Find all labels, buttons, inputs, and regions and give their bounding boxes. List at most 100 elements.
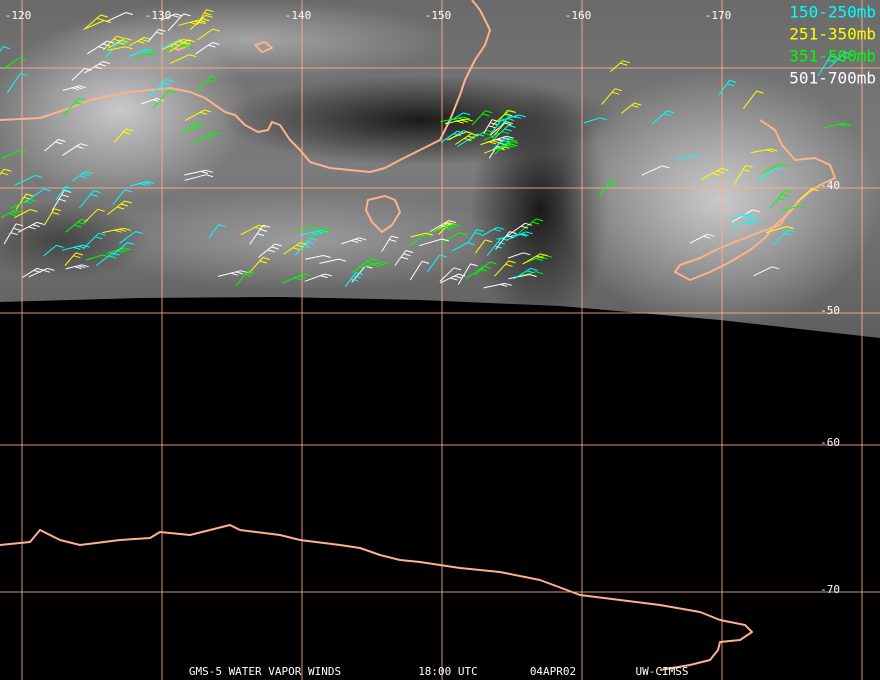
wind-barb [192,131,221,145]
wind-barb [760,163,788,174]
wind-barb [439,267,462,282]
wind-barb [28,267,55,278]
wind-barb [772,229,796,246]
wind-barb [62,143,88,156]
wind-barb [152,90,176,109]
wind-barb [119,231,143,244]
wind-barb [769,189,792,210]
wind-barb [282,273,312,284]
wind-barb [765,226,794,234]
wind-barb [102,227,131,234]
wind-barb [184,169,214,176]
wind-barb [522,253,548,265]
wind-barb [494,260,516,277]
wind-barb [419,238,450,247]
labels: -120 -130 -140 -150 -160 -170 -40 -50 -60 -70 150-… [5,3,876,679]
wind-barb [196,9,214,25]
latitude-label: -50 [820,304,840,317]
wind-barb [249,224,271,245]
longitude-label: -160 [565,9,592,22]
wind-barb [718,79,737,96]
wind-barb [83,208,105,224]
wind-barb [440,273,466,284]
wind-barb [352,258,378,274]
wind-barb [112,189,132,206]
wind-barb [483,119,500,134]
wind-barb [583,117,607,124]
wind-barb [751,148,778,154]
wind-barb [700,167,729,181]
wind-barb [2,57,27,70]
wind-barb [486,237,509,257]
wind-barb [1,149,27,159]
wind-barb [43,244,64,257]
wind-barb [258,243,283,258]
wind-barb [236,270,255,286]
wind-barb [208,224,226,239]
wind-barb [0,46,10,53]
wind-barb [641,165,670,176]
wind-barb [129,181,155,187]
tasmania-coast [365,195,401,233]
wind-barb [295,226,320,232]
wind-barb [147,28,166,43]
wind-barb [14,209,38,219]
wind-barb [433,223,461,232]
wind-barb [184,109,212,122]
wind-barb [194,42,220,55]
wind-barb [506,222,533,237]
wind-barb [62,85,87,91]
wind-barb [457,133,485,147]
wind-barb [440,116,471,123]
wind-barb [217,270,248,277]
wind-barb [742,90,764,110]
wind-barb [95,252,120,266]
longitude-label: -150 [425,9,452,22]
longitude-label: -120 [5,9,32,22]
wind-barb [65,264,89,270]
wind-barb [168,39,196,53]
wind-barb [429,220,457,232]
new-zealand-coast [674,119,836,281]
wind-barb [105,12,134,23]
wind-barb [179,122,204,135]
wind-barb [359,261,389,269]
wind-barb [492,110,517,126]
wind-barb [601,88,623,105]
wind-barb [23,188,51,204]
wind-barb [733,164,753,186]
wind-barb [61,244,90,251]
wind-barb [106,200,132,215]
wind-barb [83,14,108,31]
wind-barb [518,218,544,234]
wind-barb [689,233,715,244]
wind-barb [732,218,762,227]
wind-barb [652,110,675,125]
wind-barb [17,221,44,233]
longitude-label: -170 [705,9,732,22]
footer-text: 18:00 UTC [418,665,478,678]
wind-barb [444,118,473,125]
wind-barb [107,46,133,51]
wind-barb [426,254,447,273]
wind-barb [304,273,333,282]
wind-barb [22,267,45,278]
wind-barb [753,266,780,277]
wind-barb [71,68,92,81]
wind-barb [14,174,43,186]
wind-barb [457,263,478,285]
wind-barb [828,51,853,69]
longitude-label: -140 [285,9,312,22]
wind-barb [409,260,430,281]
wind-barb [51,189,72,211]
antarctica-coast [0,524,753,671]
wind-barb [621,102,642,114]
wind-barb [0,209,23,219]
footer-text: 04APR02 [530,665,576,678]
wind-barb [106,247,132,254]
footer-text: GMS-5 WATER VAPOR WINDS [189,665,341,678]
wind-barb [84,61,110,74]
wind-barb [112,242,135,256]
